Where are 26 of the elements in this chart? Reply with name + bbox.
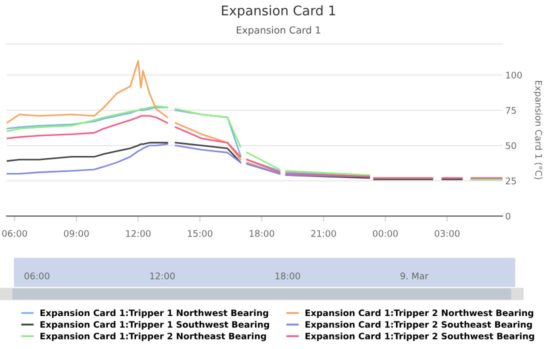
legend-label: Expansion Card 1:Tripper 2 Southwest Bearing [306,332,534,342]
y-tick-label: 0 [506,212,510,220]
y-axis-title: Expansion Card 1 (°C) [534,80,542,180]
legend-label: Expansion Card 1:Tripper 2 Northeast Bearing [40,332,266,342]
x-tick-label: 15:00 [188,230,212,237]
text: 9. Mar [400,272,428,280]
legend-label: Expansion Card 1:Tripper 1 Southwest Bearing [40,320,270,330]
y-tick-label: 75 [506,107,516,114]
legend-label: Expansion Card 1:Tripper 1 Northwest Bearing [40,309,268,318]
x-tick-label: 03:00 [434,230,460,237]
chart-subtitle: Expansion Card 1 [222,5,336,18]
legend-label: Expansion Card 1:Tripper 2 Southeast Bearing [306,320,532,330]
x-tick-label: 21:00 [311,230,336,237]
legend-label: Expansion Card 1:Tripper 2 Northwest Bearing [306,309,534,318]
chart-title: Expansion Card 1 [236,26,320,36]
x-tick-label: 06:00 [2,230,27,237]
text: 06:00 [24,272,50,280]
text: 12:00 [150,272,175,280]
y-tick-label: 100 [506,72,522,79]
x-tick-label: 18:00 [250,230,274,237]
y-tick-label: 50 [506,142,516,150]
x-tick-label: 12:00 [126,230,151,237]
x-tick-label: 00:00 [372,230,398,237]
text: 18:00 [276,272,300,280]
x-tick-label: 09:00 [64,230,89,237]
y-tick-label: 25 [506,178,516,184]
